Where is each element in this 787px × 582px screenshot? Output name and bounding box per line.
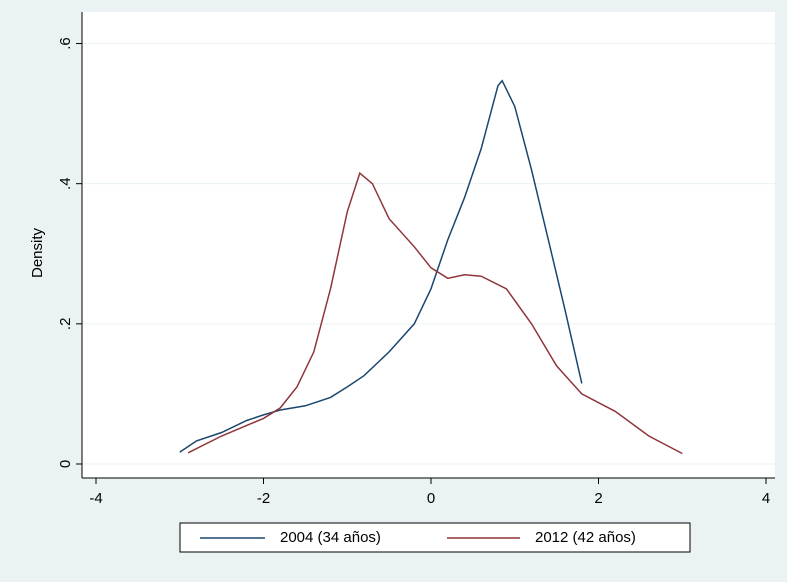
y-tick-label: .6 <box>57 37 74 50</box>
legend-label: 2004 (34 años) <box>280 529 381 546</box>
x-tick-label: -4 <box>89 490 102 507</box>
x-tick-label: 4 <box>762 490 770 507</box>
x-tick-label: -2 <box>257 490 270 507</box>
y-tick-label: .4 <box>57 177 74 190</box>
x-tick-label: 2 <box>594 490 602 507</box>
density-line <box>179 79 583 453</box>
legend-label: 2012 (42 años) <box>535 529 636 546</box>
y-tick-label: 0 <box>57 460 74 468</box>
y-tick-label: .2 <box>57 318 74 331</box>
plot-area <box>82 12 775 478</box>
y-axis-label: Density <box>29 227 46 278</box>
x-tick-label: 0 <box>427 490 435 507</box>
density-line <box>187 171 683 455</box>
